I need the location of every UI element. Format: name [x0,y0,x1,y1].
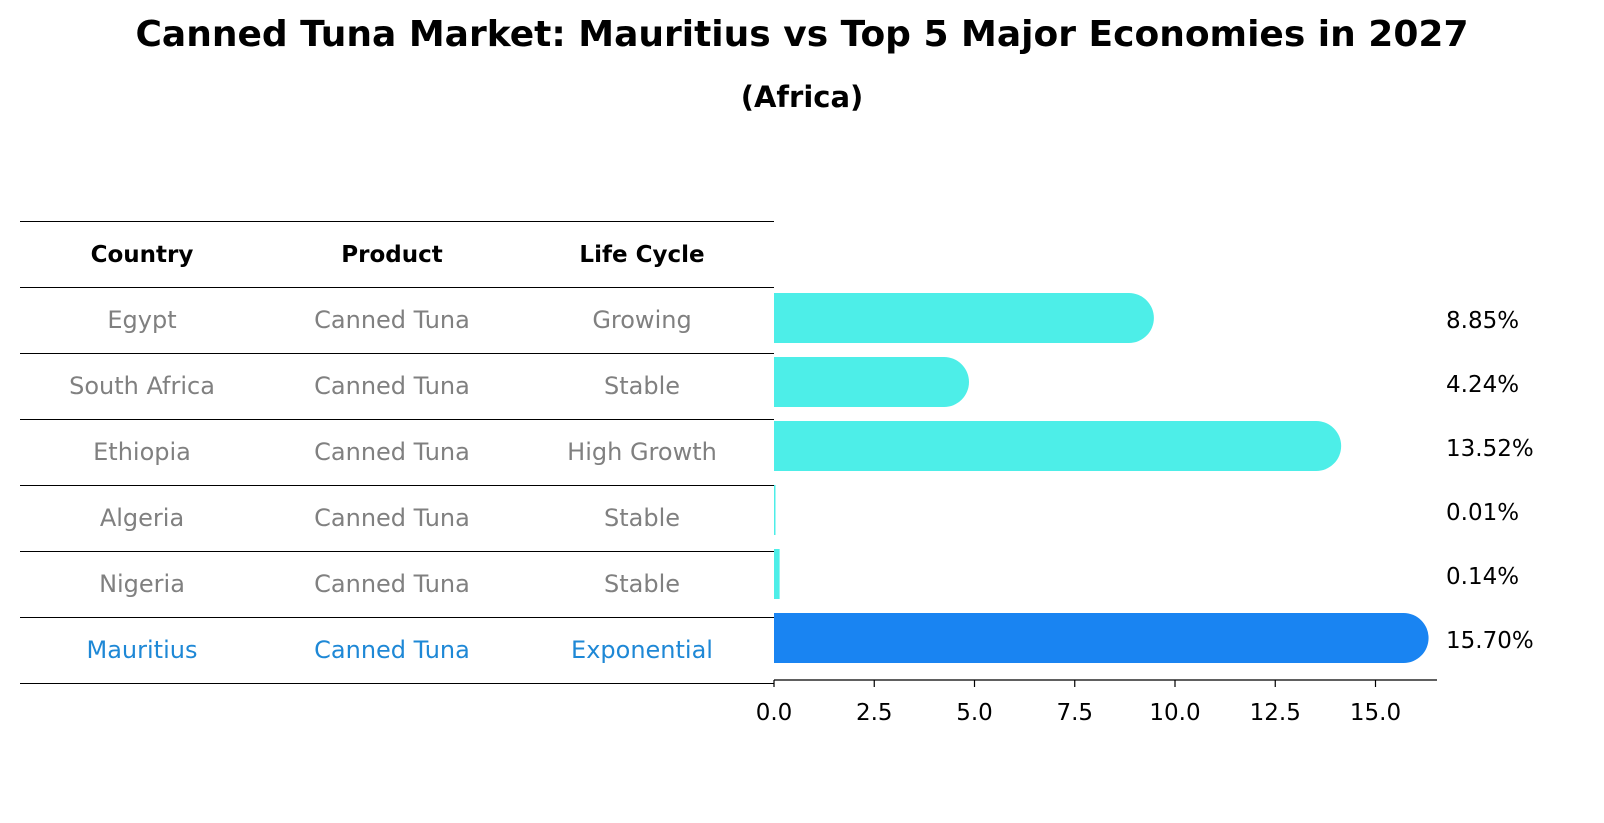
table-cell: Growing [592,306,692,334]
table-cell: Stable [603,504,681,532]
table-rule [20,683,774,684]
chart-title: Canned Tuna Market: Mauritius vs Top 5 M… [135,14,1469,55]
table-cell: Nigeria [99,570,185,598]
table-rule [20,617,774,618]
table-cell: Canned Tuna [314,636,470,664]
table-rule [20,221,774,222]
table-rule [20,419,774,420]
table-cell: Canned Tuna [314,570,470,598]
table-header-cell: Life Cycle [579,242,705,268]
bar-value-label: 0.14% [1446,564,1519,590]
bar [774,421,1342,471]
table-cell: Egypt [107,306,177,334]
bar [774,549,780,599]
table-rule [20,551,774,552]
table-header-cell: Country [90,242,194,268]
bar-value-label: 0.01% [1446,500,1519,526]
table-header-cell: Product [341,242,443,268]
table-cell: Canned Tuna [314,306,470,334]
bar [774,613,1429,663]
table-cell: Mauritius [86,636,198,664]
table-cell: Exponential [571,636,713,664]
bar-value-label: 15.70% [1446,628,1534,654]
bar [774,293,1154,343]
x-tick-label: 15.0 [1350,700,1401,726]
table-cell: Stable [603,570,681,598]
table-rule [20,287,774,288]
x-tick-label: 5.0 [956,700,993,726]
chart-subtitle: (Africa) [740,80,864,114]
table-cell: High Growth [567,438,717,466]
table-cell: Canned Tuna [314,438,470,466]
bar-value-label: 13.52% [1446,436,1534,462]
table-rule [20,353,774,354]
bar [774,485,776,535]
bar [774,357,969,407]
x-tick-label: 10.0 [1149,700,1200,726]
table-rule [20,485,774,486]
table-cell: Algeria [99,504,185,532]
table-cell: Stable [603,372,681,400]
table-cell: Ethiopia [93,438,191,466]
x-tick-label: 2.5 [856,700,893,726]
x-tick-label: 7.5 [1056,700,1093,726]
table-cell: Canned Tuna [314,504,470,532]
bar-value-label: 8.85% [1446,308,1519,334]
table-cell: South Africa [69,372,215,400]
table-cell: Canned Tuna [314,372,470,400]
bar-value-label: 4.24% [1446,372,1519,398]
x-tick-label: 12.5 [1250,700,1301,726]
x-tick-label: 0.0 [756,700,793,726]
